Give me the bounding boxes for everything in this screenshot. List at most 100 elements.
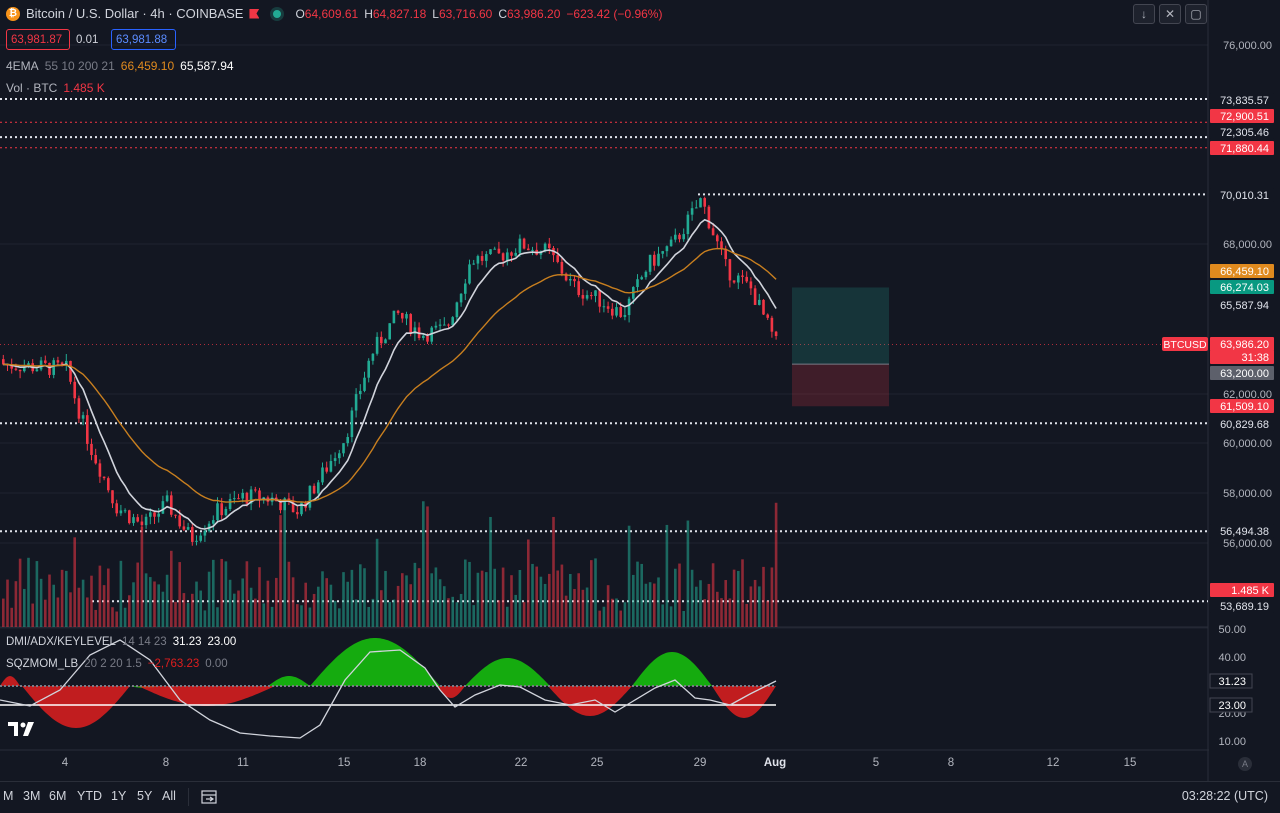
candle: [65, 360, 68, 365]
volume-bar: [308, 607, 312, 627]
fullscreen-icon[interactable]: ▢: [1185, 4, 1207, 24]
volume-bar: [254, 598, 257, 627]
volume-bar: [14, 581, 18, 627]
candle: [674, 234, 677, 240]
volume-bar: [270, 606, 274, 627]
range-1m[interactable]: M: [3, 789, 14, 803]
candle: [283, 498, 286, 511]
range-1y[interactable]: 1Y: [111, 789, 127, 803]
ema-slow-line: [3, 247, 777, 504]
range-all[interactable]: All: [162, 789, 176, 803]
range-5y[interactable]: 5Y: [137, 789, 153, 803]
candle: [245, 492, 249, 504]
volume-bar: [459, 593, 463, 627]
candle: [186, 527, 190, 530]
candle: [140, 521, 144, 526]
volume-bar: [191, 593, 194, 627]
range-6m[interactable]: 6M: [49, 789, 67, 803]
range-ytd[interactable]: YTD: [77, 789, 102, 803]
symbol-legend[interactable]: ₿ Bitcoin / U.S. Dollar · 4h · COINBASE …: [6, 6, 662, 21]
arrow-down-icon[interactable]: ↓: [1133, 4, 1155, 24]
volume-bar: [182, 593, 186, 627]
flag-icon[interactable]: [249, 8, 260, 19]
utc-clock[interactable]: 03:28:22 (UTC): [1181, 789, 1268, 803]
volume-bar: [384, 570, 387, 627]
candle: [199, 535, 202, 541]
time-tick-label: 15: [338, 757, 351, 769]
candle: [380, 336, 383, 344]
ema-legend[interactable]: 4EMA 55 10 200 21 66,459.10 65,587.94: [6, 59, 234, 73]
collapse-icon[interactable]: ✕: [1159, 4, 1181, 24]
candle: [23, 366, 26, 372]
candle: [258, 490, 261, 501]
volume-bar: [636, 561, 639, 627]
candle: [711, 228, 715, 236]
volume-value: 1.485 K: [63, 81, 105, 95]
candle: [249, 489, 253, 504]
time-tick-label: Aug: [764, 757, 786, 769]
symbol-tag-bg: [1162, 337, 1208, 351]
candle: [527, 248, 530, 251]
candle: [132, 517, 135, 524]
candles: [2, 196, 778, 546]
volume-bar: [674, 568, 677, 627]
candle: [774, 331, 778, 336]
volume-bar: [426, 506, 429, 627]
volume-bar: [522, 602, 526, 627]
price-tick-label: 62,000.00: [1223, 389, 1272, 401]
candle: [665, 246, 669, 252]
volume-bar: [602, 606, 606, 627]
volume-bar: [665, 524, 669, 627]
volume-bar: [564, 595, 568, 627]
price-axis[interactable]: 76,000.00 68,000.00 62,000.00 60,000.00 58,0…: [1162, 0, 1280, 781]
volume-bar: [144, 573, 148, 627]
momentum-histogram: [0, 676, 20, 686]
candle: [115, 503, 118, 514]
candle: [472, 263, 475, 265]
candle: [468, 264, 471, 284]
indicator-tick-label: 50.00: [1218, 624, 1246, 636]
candle: [741, 275, 744, 277]
candle: [161, 501, 165, 514]
candle: [732, 280, 736, 283]
candle: [577, 281, 580, 296]
candle: [749, 281, 753, 289]
candle: [86, 415, 89, 444]
candle: [615, 307, 618, 316]
position-target-zone: [792, 287, 889, 365]
price-label: 63,200.00: [1220, 368, 1269, 380]
candle: [312, 485, 316, 494]
buy-button[interactable]: 63,981.88: [111, 29, 176, 50]
symbol-title[interactable]: Bitcoin / U.S. Dollar · 4h · COINBASE: [26, 6, 244, 21]
candle: [2, 359, 5, 365]
volume-bar: [363, 568, 366, 627]
sqz-legend[interactable]: SQZMOM_LB 20 2 20 1.5 −2,763.23 0.00: [6, 658, 228, 670]
date-range-icon[interactable]: [200, 788, 218, 806]
candle: [560, 261, 564, 274]
sell-button[interactable]: 63,981.87: [6, 29, 70, 50]
volume-bar: [31, 603, 34, 627]
volume-bar: [107, 568, 110, 627]
candle: [220, 503, 223, 516]
volume-bar: [401, 573, 404, 627]
volume-bar: [682, 610, 685, 627]
time-axis[interactable]: 4 8 11 15 18 22 25 29 Aug 5 8 12 15: [62, 757, 1137, 769]
dmi-legend[interactable]: DMI/ADX/KEYLEVEL 14 14 23 31.23 23.00: [6, 636, 236, 648]
volume-legend[interactable]: Vol · BTC 1.485 K: [6, 81, 105, 95]
volume-bar: [711, 563, 715, 627]
candle: [371, 353, 375, 361]
candle: [598, 290, 601, 307]
volume-bar: [35, 561, 39, 627]
horizontal-levels: [0, 97, 1208, 603]
candle: [153, 512, 156, 517]
long-position-tool[interactable]: [792, 287, 889, 407]
auto-scale-button[interactable]: A: [1238, 757, 1252, 771]
volume-bar: [52, 584, 55, 627]
candle: [434, 325, 438, 328]
candle: [695, 207, 698, 209]
volume-bar: [690, 569, 694, 627]
bottom-toolbar: M 3M 6M YTD 1Y 5Y All 03:28:22 (UTC): [0, 781, 1280, 813]
candle: [241, 492, 244, 499]
range-3m[interactable]: 3M: [23, 789, 41, 803]
